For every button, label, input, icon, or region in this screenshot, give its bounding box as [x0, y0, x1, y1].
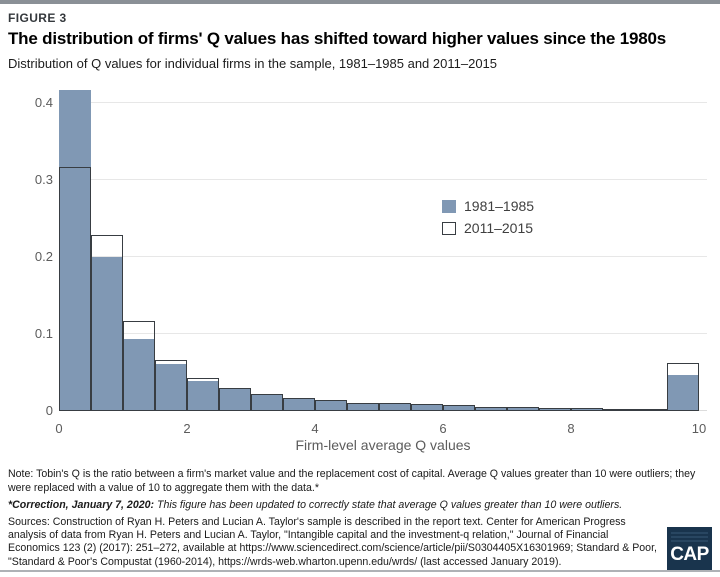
histogram-bar-2011-2015 — [347, 402, 379, 411]
histogram-bar-2011-2015 — [667, 363, 699, 411]
histogram-bar-1981-1985 — [379, 404, 411, 411]
legend-label: 2011–2015 — [464, 220, 534, 236]
histogram-bar-2011-2015 — [251, 394, 283, 411]
sources-text: Sources: Construction of Ryan H. Peters … — [8, 516, 657, 568]
histogram-bar-1981-1985 — [475, 407, 507, 411]
histogram-bar-1981-1985 — [123, 339, 155, 411]
histogram-bar-1981-1985 — [411, 404, 443, 411]
histogram-bar-2011-2015 — [411, 404, 443, 411]
histogram-bar-1981-1985 — [667, 374, 699, 411]
histogram-bar-2011-2015 — [539, 407, 571, 411]
histogram-bar-1981-1985 — [315, 401, 347, 411]
histogram-bin — [155, 85, 187, 411]
y-tick-label: 0.2 — [34, 249, 53, 264]
bottom-rule — [0, 570, 720, 572]
histogram-bar-2011-2015 — [283, 397, 315, 411]
legend: 1981–1985 2011–2015 — [442, 198, 534, 242]
histogram-bin — [411, 85, 443, 411]
plot-area: 0 0.1 0.2 0.3 0.4 — [35, 85, 707, 418]
x-tick-label: 0 — [55, 421, 63, 436]
histogram-bar-2011-2015 — [603, 408, 635, 411]
histogram-bin — [187, 85, 219, 411]
x-tick-label: 2 — [183, 421, 191, 436]
histogram-bin — [603, 85, 635, 411]
histogram-bin — [475, 85, 507, 411]
histogram-bin — [251, 85, 283, 411]
histogram-bar-2011-2015 — [155, 360, 187, 411]
histogram-bin — [347, 85, 379, 411]
gridline — [59, 333, 707, 334]
x-tick-label: 6 — [439, 421, 447, 436]
histogram-bar-1981-1985 — [219, 388, 251, 411]
y-tick-label: 0.4 — [34, 95, 53, 110]
histogram-bar-2011-2015 — [123, 320, 155, 411]
y-tick-label: 0 — [45, 403, 53, 418]
histogram-bar-1981-1985 — [347, 403, 379, 411]
legend-item-2011-2015: 2011–2015 — [442, 220, 534, 236]
histogram-bar-2011-2015 — [443, 405, 475, 411]
correction-lead: *Correction, January 7, 2020: — [8, 499, 155, 511]
histogram-bin — [667, 85, 699, 411]
x-axis-title: Firm-level average Q values — [295, 437, 471, 453]
histogram-bin — [283, 85, 315, 411]
histogram-bar-2011-2015 — [571, 408, 603, 411]
histogram-bin — [123, 85, 155, 411]
histogram-bin — [379, 85, 411, 411]
histogram-bar-2011-2015 — [59, 166, 91, 411]
histogram-bin — [507, 85, 539, 411]
histogram-bar-2011-2015 — [315, 400, 347, 411]
histogram-bar-1981-1985 — [91, 257, 123, 411]
histogram-bin — [315, 85, 347, 411]
histogram-bar-1981-1985 — [539, 408, 571, 411]
y-tick-label: 0.1 — [34, 326, 53, 341]
histogram-bar-1981-1985 — [507, 407, 539, 411]
correction-rest: This figure has been updated to correctl… — [154, 499, 623, 511]
legend-swatch-filled-icon — [442, 199, 456, 213]
page-title: The distribution of firms' Q values has … — [8, 29, 666, 48]
histogram-bar-1981-1985 — [283, 398, 315, 411]
histogram-chart: 0 0.1 0.2 0.3 0.4 Firm-level average Q value… — [0, 85, 720, 460]
histogram-bar-1981-1985 — [187, 380, 219, 411]
legend-swatch-outline-icon — [442, 221, 456, 235]
histogram-bar-2011-2015 — [187, 377, 219, 411]
figure-label: FIGURE 3 — [8, 11, 67, 25]
histogram-bin — [635, 85, 667, 411]
histogram-bar-2011-2015 — [635, 409, 667, 411]
legend-item-1981-1985: 1981–1985 — [442, 198, 534, 214]
correction-text: *Correction, January 7, 2020: This figur… — [8, 499, 710, 512]
gridline — [59, 179, 707, 180]
histogram-bar-1981-1985 — [251, 394, 283, 411]
x-tick-label: 10 — [691, 421, 707, 436]
x-tick-label: 4 — [311, 421, 319, 436]
page-subtitle: Distribution of Q values for individual … — [8, 56, 498, 71]
histogram-bar-1981-1985 — [443, 405, 475, 411]
histogram-bin — [219, 85, 251, 411]
histogram-bin — [59, 85, 91, 411]
histogram-bar-2011-2015 — [475, 406, 507, 411]
cap-logo-text: CAP — [670, 544, 709, 565]
top-rule — [0, 0, 720, 4]
histogram-bar-1981-1985 — [571, 408, 603, 411]
histogram-bar-2011-2015 — [379, 403, 411, 411]
histogram-bin — [571, 85, 603, 411]
histogram-bar-1981-1985 — [155, 364, 187, 411]
x-tick-label: 8 — [567, 421, 575, 436]
histogram-bin — [539, 85, 571, 411]
histogram-bar-1981-1985 — [59, 89, 91, 411]
histogram-bin — [443, 85, 475, 411]
cap-logo: CAP — [667, 527, 712, 571]
histogram-bar-2011-2015 — [91, 234, 123, 411]
histogram-bin — [91, 85, 123, 411]
histogram-bar-2011-2015 — [507, 407, 539, 411]
gridline — [59, 102, 707, 103]
cap-flag-icon — [671, 532, 708, 544]
gridline — [59, 256, 707, 257]
y-tick-label: 0.3 — [34, 172, 53, 187]
legend-label: 1981–1985 — [464, 198, 535, 214]
note-text: Note: Tobin's Q is the ratio between a f… — [8, 468, 696, 494]
histogram-bar-2011-2015 — [219, 387, 251, 411]
